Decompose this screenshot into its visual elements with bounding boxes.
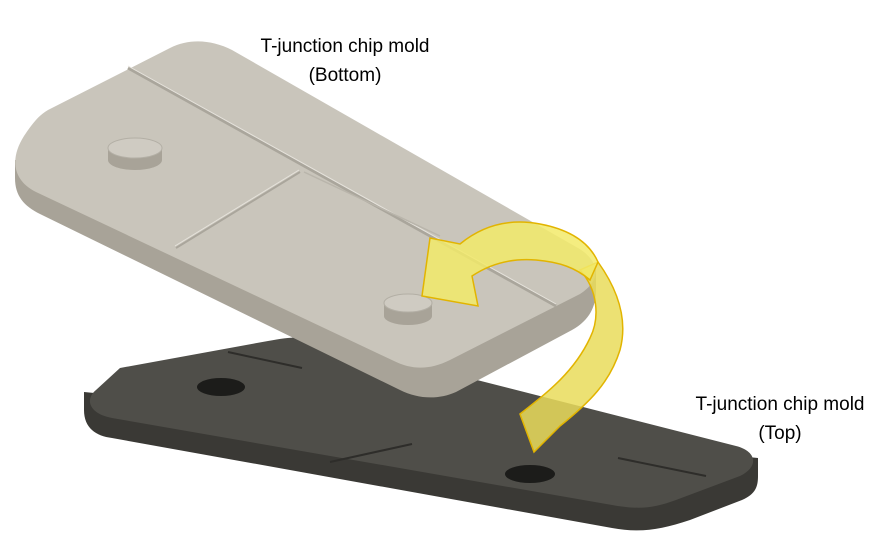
top-mold-label-line1: T-junction chip mold	[695, 394, 865, 415]
top-mold-face	[89, 337, 754, 508]
top-mold-plate	[84, 337, 758, 531]
top-mold-channel	[329, 443, 413, 463]
bottom-mold-channel	[174, 169, 300, 247]
top-mold-hole	[505, 465, 555, 483]
flip-arrow-back	[519, 261, 624, 454]
bottom-mold-pin	[383, 293, 433, 325]
bottom-mold-label-line2: (Bottom)	[308, 65, 382, 86]
bottom-mold-label: T-junction chip mold (Bottom)	[215, 32, 475, 90]
top-mold-hole	[197, 378, 245, 396]
bottom-mold-face	[15, 41, 596, 368]
bottom-mold-groove	[303, 171, 441, 237]
top-mold-label: T-junction chip mold (Top)	[660, 390, 891, 448]
top-mold-channel	[227, 351, 303, 369]
flip-arrow	[421, 221, 624, 454]
bottom-mold-channel	[175, 171, 301, 249]
bottom-mold-label-line1: T-junction chip mold	[260, 36, 430, 57]
flip-arrow-front	[421, 221, 599, 307]
top-mold-channel	[617, 457, 707, 477]
top-mold-label-line2: (Top)	[758, 423, 802, 444]
bottom-mold-pin	[107, 137, 163, 170]
